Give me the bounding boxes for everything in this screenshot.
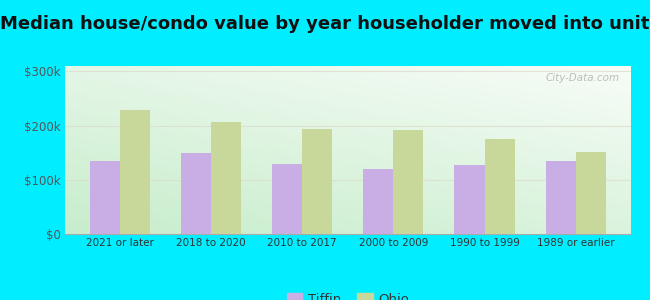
- Bar: [393, 130, 423, 234]
- Bar: [576, 152, 606, 234]
- Text: Median house/condo value by year householder moved into unit: Median house/condo value by year househo…: [0, 15, 650, 33]
- Bar: [484, 139, 515, 234]
- Text: City-Data.com: City-Data.com: [545, 73, 619, 83]
- Bar: [363, 169, 393, 234]
- Bar: [120, 110, 150, 234]
- Bar: [181, 153, 211, 234]
- Bar: [272, 164, 302, 234]
- Legend: Tiffin, Ohio: Tiffin, Ohio: [281, 288, 414, 300]
- Bar: [546, 161, 576, 234]
- Bar: [454, 165, 484, 234]
- Bar: [90, 161, 120, 234]
- Bar: [302, 129, 332, 234]
- Bar: [211, 122, 241, 234]
